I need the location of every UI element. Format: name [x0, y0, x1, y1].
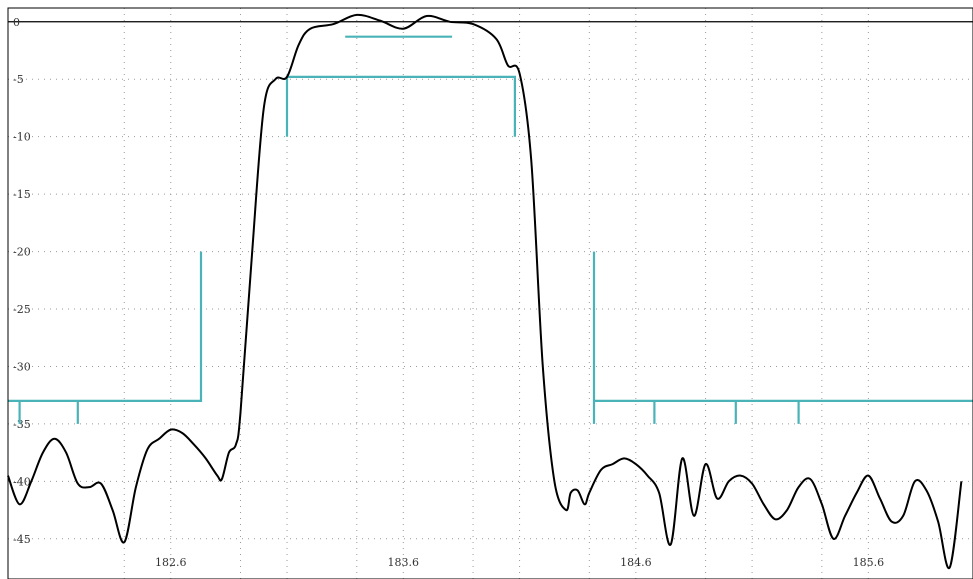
- y-tick-label: -35: [13, 418, 31, 431]
- y-tick-label: -40: [13, 475, 31, 488]
- mask-limit-line: [8, 251, 203, 402]
- y-tick-label: -45: [13, 533, 31, 546]
- y-tick-labels: 0 -5 -10 -15 -20 -25 -30 -35 -40 -45: [13, 16, 31, 546]
- x-tick-label: 182.6: [155, 556, 187, 569]
- mask-limit-line: [285, 75, 517, 137]
- y-tick-label: -30: [13, 360, 31, 373]
- y-tick-label: -10: [13, 131, 31, 144]
- y-tick-label: -15: [13, 188, 31, 201]
- y-tick-label: 0: [13, 16, 20, 29]
- mask-limit-lines: [8, 35, 973, 424]
- response-series: [7, 13, 963, 569]
- y-tick-label: -20: [13, 246, 31, 259]
- x-tick-labels: 182.6 183.6 184.6 185.6: [155, 556, 884, 569]
- x-tick-label: 185.6: [853, 556, 885, 569]
- x-tick-label: 183.6: [388, 556, 420, 569]
- y-tick-label: -25: [13, 303, 31, 316]
- y-tick-label: -5: [13, 73, 24, 86]
- response-line: [7, 13, 963, 569]
- x-tick-label: 184.6: [620, 556, 652, 569]
- plot-frame: [7, 7, 973, 579]
